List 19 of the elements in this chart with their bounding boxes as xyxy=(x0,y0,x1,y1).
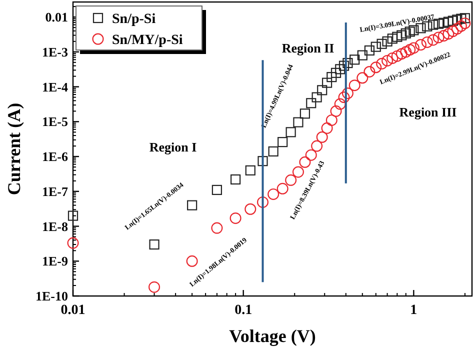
legend-label: Sn/MY/p-Si xyxy=(112,32,183,48)
x-axis-title: Voltage (V) xyxy=(229,326,316,346)
y-tick-label: 1E-4 xyxy=(42,79,68,94)
y-tick-label: 1E-8 xyxy=(42,218,68,234)
x-tick-label: 1 xyxy=(410,303,418,318)
y-tick-label: 1E-10 xyxy=(36,288,68,304)
annotation: Region III xyxy=(399,104,457,120)
y-tick-label: 0.01 xyxy=(45,10,68,25)
legend-label: Sn/p-Si xyxy=(112,12,156,27)
y-tick-label: 1E-7 xyxy=(42,184,68,199)
y-tick-label: 1E-6 xyxy=(42,149,68,164)
y-tick-label: 1E-5 xyxy=(42,114,68,130)
y-axis-title: Current (A) xyxy=(4,102,24,196)
y-tick-label: 1E-3 xyxy=(42,44,68,60)
x-tick-label: 0.01 xyxy=(60,303,86,318)
y-tick-label: 1E-9 xyxy=(42,254,68,269)
annotation: Region I xyxy=(149,140,197,155)
x-tick-label: 0.1 xyxy=(234,303,252,318)
annotation: Region II xyxy=(282,40,334,56)
